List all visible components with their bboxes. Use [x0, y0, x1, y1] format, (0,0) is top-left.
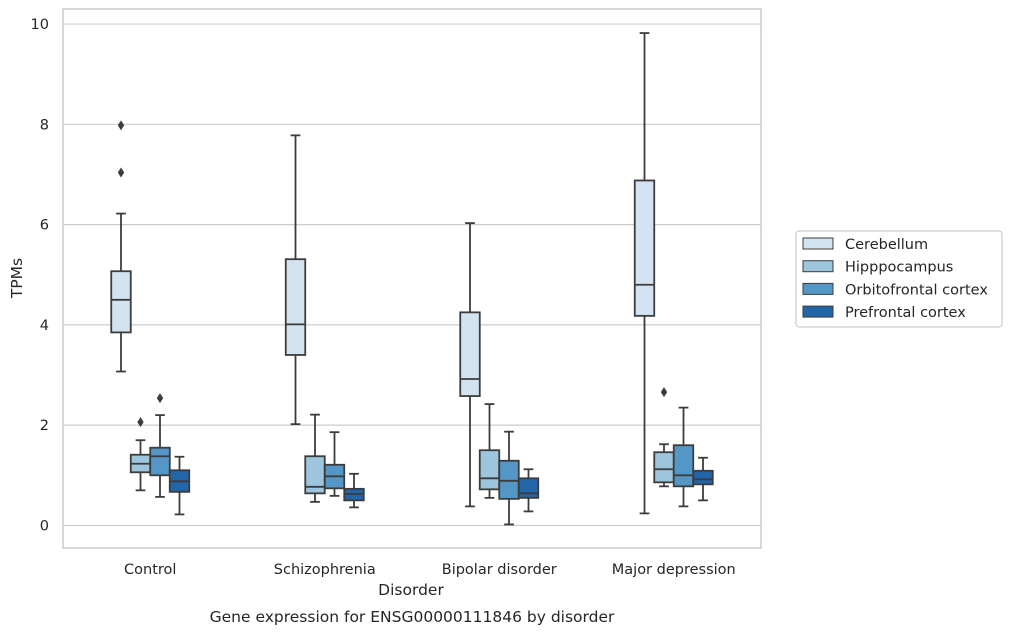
box-iqr	[653, 451, 675, 484]
box-iqr	[517, 477, 540, 499]
box-iqr	[284, 258, 307, 356]
y-axis-label: TPMs	[8, 258, 26, 299]
box-hipppocampus-3	[653, 387, 675, 488]
box-iqr	[692, 469, 714, 486]
outlier-point-1	[117, 120, 125, 131]
x-tick-label-2: Bipolar disorder	[442, 562, 557, 578]
box-layer	[110, 32, 714, 526]
legend-label-0: Cerebellum	[845, 237, 928, 253]
outlier-point-0	[137, 417, 144, 428]
y-tick-label-10: 10	[31, 17, 49, 33]
outlier-point-0	[156, 393, 164, 404]
box-iqr	[633, 179, 656, 317]
y-tick-label-2: 2	[40, 418, 49, 434]
box-iqr	[149, 446, 171, 477]
axes-frame	[62, 8, 762, 549]
box-cerebellum-0	[110, 120, 132, 373]
box-hipppocampus-1	[304, 413, 326, 503]
y-tick-label-8: 8	[40, 117, 49, 133]
y-tick-label-0: 0	[40, 518, 49, 534]
box-iqr	[459, 311, 481, 397]
box-iqr	[672, 444, 695, 488]
legend-label-3: Prefrontal cortex	[845, 305, 966, 321]
x-tick-label-3: Major depression	[612, 562, 736, 578]
box-cerebellum-2	[459, 222, 481, 508]
x-tick-labels: Control Schizophrenia Bipolar disorder Majo…	[124, 562, 736, 578]
box-hipppocampus-0	[129, 417, 152, 492]
y-tick-label-4: 4	[40, 318, 49, 334]
legend-swatch-0	[802, 237, 834, 250]
box-prefrontal-cortex-2	[517, 468, 540, 513]
box-orbitofrontal-cortex-1	[323, 431, 346, 497]
box-cerebellum-3	[633, 32, 656, 515]
box-iqr	[478, 449, 501, 491]
legend-label-2: Orbitofrontal cortex	[845, 282, 988, 298]
box-hipppocampus-2	[478, 403, 501, 499]
y-tick-label-6: 6	[40, 218, 49, 234]
outlier-point-0	[117, 167, 125, 178]
box-cerebellum-1	[284, 134, 307, 426]
box-orbitofrontal-cortex-0	[149, 393, 171, 498]
box-orbitofrontal-cortex-3	[672, 406, 695, 508]
box-iqr	[110, 270, 132, 334]
y-tick-labels: 0 2 4 6 8 10	[31, 17, 49, 534]
legend-frame	[795, 230, 1003, 328]
x-tick-label-1: Schizophrenia	[274, 562, 376, 578]
box-iqr	[498, 459, 520, 500]
x-axis-label: Disorder	[378, 581, 444, 599]
box-prefrontal-cortex-1	[343, 472, 365, 509]
legend: Cerebellum Hipppocampus Orbitofrontal cort…	[795, 230, 1003, 328]
x-tick-label-0: Control	[124, 562, 176, 578]
outlier-point-0	[660, 387, 668, 398]
box-prefrontal-cortex-0	[168, 455, 191, 516]
box-orbitofrontal-cortex-2	[498, 430, 520, 526]
legend-swatch-3	[802, 305, 834, 318]
legend-label-1: Hipppocampus	[845, 260, 953, 276]
legend-swatch-1	[802, 260, 834, 273]
legend-swatch-2	[802, 282, 834, 295]
chart-title: Gene expression for ENSG00000111846 by d…	[210, 608, 615, 626]
box-prefrontal-cortex-3	[692, 456, 714, 502]
box-iqr	[304, 455, 326, 495]
grid-lines	[63, 23, 761, 527]
